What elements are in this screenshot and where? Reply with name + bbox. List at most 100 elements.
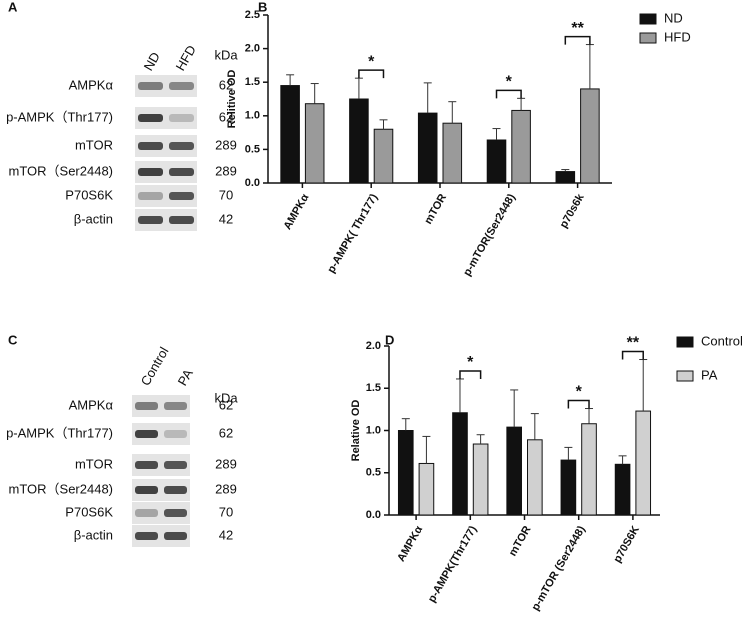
blot-band (169, 114, 194, 122)
blot-band (138, 216, 163, 224)
panel-letter: B (258, 0, 267, 14)
legend-label: HFD (664, 29, 691, 44)
blot-band (135, 430, 158, 438)
panel-letter: C (8, 332, 18, 347)
kda-value: 42 (219, 211, 233, 226)
blot-strip (135, 161, 197, 183)
y-tick-label: 2.5 (245, 9, 260, 21)
y-axis-label: Relitive OD (226, 70, 238, 129)
blot-band (135, 486, 158, 494)
bar (452, 412, 468, 516)
significance-bracket (358, 69, 385, 79)
blot-band (138, 82, 163, 90)
significance-label: * (576, 384, 583, 401)
significance-bracket (564, 35, 591, 45)
kda-value: 70 (219, 504, 233, 519)
blot-strip (132, 423, 190, 445)
kda-header: kDa (214, 390, 238, 405)
blot-band (164, 486, 187, 494)
protein-label: mTOR（Ser2448) (8, 163, 113, 178)
legend-swatch (676, 336, 694, 348)
bar (486, 139, 507, 184)
x-tick-label: AMPKα (282, 192, 312, 232)
significance-bracket (495, 89, 522, 99)
legend-swatch (639, 13, 657, 25)
blot-band (169, 142, 194, 150)
significance-bracket (459, 370, 482, 379)
y-tick-label: 0.5 (245, 143, 260, 155)
protein-label: p-AMPK（Thr177) (6, 425, 113, 440)
protein-label: mTOR (75, 456, 113, 471)
bar (442, 122, 463, 184)
bar (418, 462, 435, 516)
protein-label: β-actin (74, 527, 113, 542)
blot-band (164, 532, 187, 540)
blot-band (169, 192, 194, 200)
bar (417, 112, 438, 184)
legend-swatch (676, 370, 694, 382)
kda-header: kDa (214, 47, 238, 62)
protein-label: P70S6K (65, 187, 113, 202)
legend-label: PA (701, 367, 718, 382)
blot-band (135, 509, 158, 517)
protein-label: β-actin (74, 211, 113, 226)
bar (304, 103, 325, 184)
y-tick-label: 0.0 (366, 509, 381, 521)
bar (635, 410, 652, 516)
bar (472, 443, 489, 516)
x-tick-label: AMPKα (395, 524, 425, 564)
significance-label: ** (627, 335, 640, 352)
panel-letter: A (8, 0, 18, 14)
blot-panel: A ND HFD kDa AMPKα 62 p-AMPK（Thr177) 62 mTOR 289 m… (6, 0, 238, 231)
significance-bracket (621, 350, 644, 360)
kda-value: 62 (219, 397, 233, 412)
blot-band (135, 402, 158, 410)
lane-label: PA (175, 366, 196, 388)
blot-strip (132, 525, 190, 547)
significance-label: * (467, 354, 474, 371)
lane-label: HFD (173, 43, 199, 74)
significance-label: * (506, 74, 513, 91)
blot-band (164, 430, 187, 438)
x-tick-label: p-mTOR(Ser2448) (461, 192, 518, 279)
blot-band (169, 82, 194, 90)
blot-strip (135, 209, 197, 231)
blot-band (138, 168, 163, 176)
bar (560, 459, 577, 516)
x-tick-label: mTOR (507, 524, 534, 558)
blot-band (164, 461, 187, 469)
x-tick-label: p70s6k (558, 191, 587, 230)
blot-band (138, 114, 163, 122)
y-tick-label: 1.5 (366, 382, 381, 394)
bar (555, 171, 576, 184)
blot-strip (135, 75, 197, 97)
bar (527, 439, 543, 516)
legend-label: ND (664, 10, 683, 25)
panel-letter: D (385, 332, 394, 347)
y-tick-label: 2.0 (245, 43, 260, 55)
blot-strip (132, 454, 190, 476)
blot-strip (132, 395, 190, 417)
bar-chart: D Relative OD 0.0 0.5 1.0 1.5 2.0 AMPKα p-AMPK(T… (350, 332, 743, 612)
kda-value: 289 (215, 163, 237, 178)
protein-label: AMPKα (69, 77, 114, 92)
blot-band (138, 192, 163, 200)
kda-value: 62 (219, 109, 233, 124)
kda-value: 70 (219, 187, 233, 202)
legend-label: Control (701, 333, 743, 348)
protein-label: mTOR (75, 137, 113, 152)
blot-strip (135, 135, 197, 157)
bar-chart: B Relitive OD 0.0 0.5 1.0 1.5 2.0 2.5 AMPKα p-AMP… (226, 0, 691, 278)
x-tick-label: p70S6K (611, 524, 642, 565)
blot-band (164, 509, 187, 517)
protein-label: P70S6K (65, 504, 113, 519)
kda-value: 289 (215, 137, 237, 152)
x-tick-label: mTOR (422, 192, 449, 226)
bar (397, 430, 414, 516)
blot-band (169, 216, 194, 224)
blot-strip (135, 107, 197, 129)
significance-bracket (567, 399, 590, 409)
significance-label: ** (571, 20, 584, 37)
blot-strip (132, 502, 190, 524)
